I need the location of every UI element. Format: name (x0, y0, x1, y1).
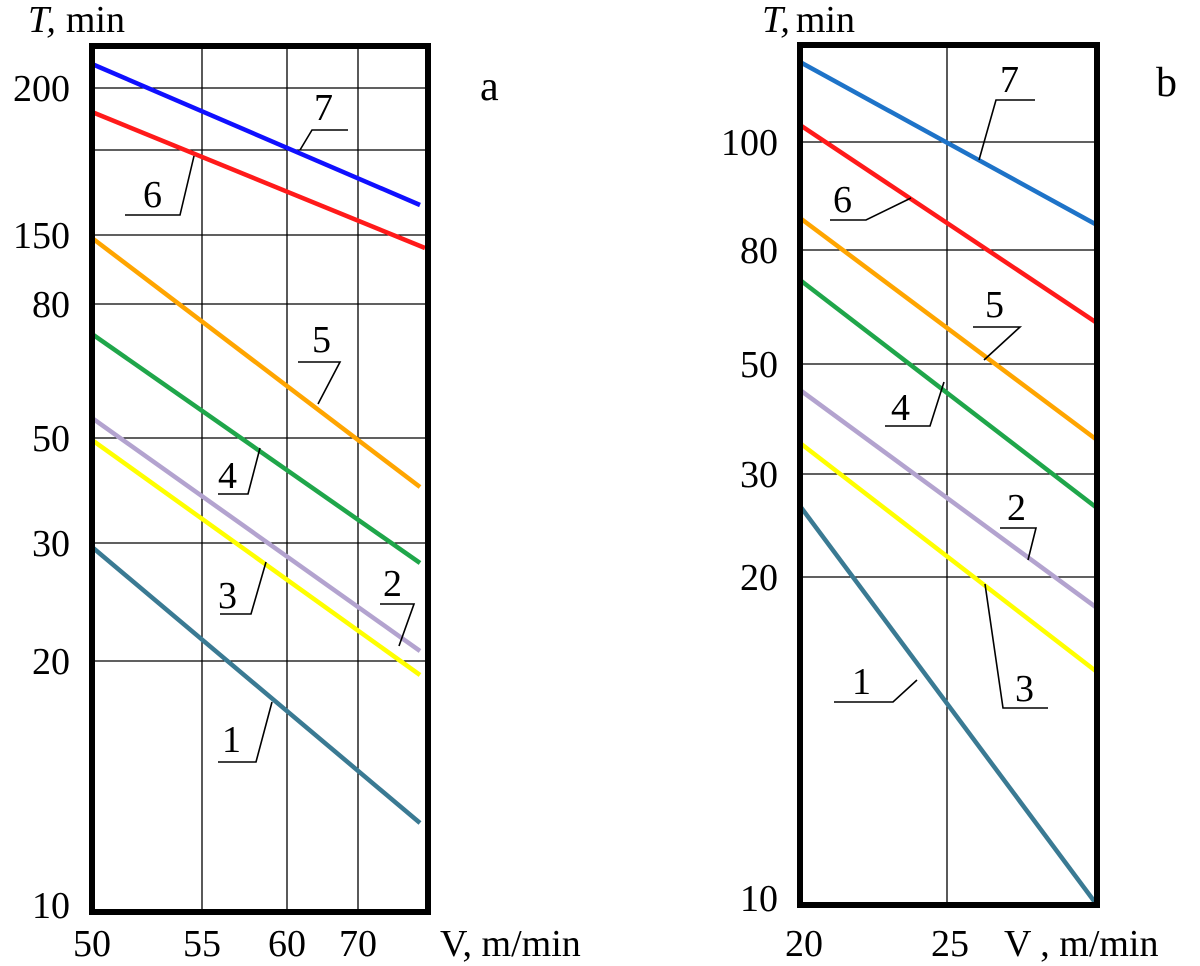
panel-a-frame (89, 43, 431, 915)
y-axis-symbol-a: T, (28, 0, 56, 41)
panel-b: 1 2 3 4 5 6 7 100 80 50 30 20 10 20 25 V… (721, 0, 1177, 965)
y-tick-label: 20 (32, 641, 70, 683)
leader-a-7 (299, 129, 348, 151)
series-line-a-1 (90, 545, 422, 825)
panel-a-series (90, 61, 426, 825)
leader-a-1 (218, 701, 273, 763)
leader-b-1 (834, 679, 918, 703)
leader-a-2 (380, 603, 416, 647)
series-label-b-2: 2 (1007, 487, 1026, 529)
leader-b-3 (984, 583, 1048, 709)
leader-a-6 (125, 155, 195, 216)
y-axis-unit-b: min (796, 0, 855, 41)
series-line-b-4 (798, 278, 1099, 510)
series-line-a-3 (90, 438, 422, 677)
leader-b-6 (830, 197, 912, 221)
y-tick-label: 10 (32, 885, 70, 927)
leader-b-2 (1000, 527, 1038, 561)
y-axis-symbol-b: T, (762, 0, 790, 41)
series-line-b-2 (798, 388, 1099, 610)
panel-b-frame (797, 42, 1100, 908)
x-tick-label: 50 (73, 923, 111, 965)
x-tick-label: 70 (339, 923, 377, 965)
series-label-a-3: 3 (218, 575, 237, 617)
leader-b-7 (978, 99, 1035, 161)
y-axis-title-b: T, min (762, 0, 855, 41)
series-label-b-3: 3 (1015, 668, 1034, 710)
panel-b-y-ticks: 100 80 50 30 20 10 (721, 122, 778, 920)
panel-label-b: b (1156, 60, 1177, 106)
series-label-b-5: 5 (985, 284, 1004, 326)
leader-a-4 (218, 447, 261, 495)
x-axis-title-b: V , m/min (1004, 923, 1159, 965)
series-label-b-6: 6 (833, 179, 852, 221)
series-line-b-3 (798, 441, 1099, 674)
series-label-b-1: 1 (852, 661, 871, 703)
leader-a-5 (298, 361, 342, 405)
leader-b-5 (973, 326, 1023, 361)
panel-b-series (798, 60, 1099, 907)
x-tick-label: 60 (268, 923, 306, 965)
series-label-a-1: 1 (222, 719, 241, 761)
y-tick-label: 30 (32, 523, 70, 565)
panel-b-leaders (830, 99, 1048, 709)
series-line-b-7 (798, 60, 1099, 227)
series-line-b-5 (798, 216, 1099, 442)
panel-label-a: a (480, 64, 499, 110)
series-line-b-6 (798, 123, 1099, 325)
series-line-b-1 (798, 504, 1099, 907)
x-tick-label: 25 (931, 923, 969, 965)
y-tick-label: 150 (13, 215, 70, 257)
y-tick-label: 200 (13, 68, 70, 110)
y-tick-label: 20 (740, 557, 778, 599)
y-tick-label: 80 (740, 230, 778, 272)
series-label-a-7: 7 (314, 87, 333, 129)
leader-b-4 (885, 381, 945, 427)
panel-a-series-labels: 1 2 3 4 5 6 7 (143, 87, 402, 761)
panel-a-leaders (125, 129, 416, 763)
x-tick-label: 20 (785, 923, 823, 965)
x-axis-title-a: V, m/min (440, 923, 581, 965)
y-tick-label: 80 (32, 284, 70, 326)
panel-b-grid (800, 45, 1097, 905)
panel-a: 1 2 3 4 5 6 7 200 150 80 50 30 20 10 50 … (13, 0, 581, 965)
series-label-a-6: 6 (143, 174, 162, 216)
leader-a-3 (220, 561, 267, 615)
panel-b-x-ticks: 20 25 (785, 923, 969, 965)
y-axis-unit-a: min (66, 0, 125, 41)
series-line-a-5 (90, 236, 422, 489)
series-line-a-4 (90, 332, 422, 565)
y-tick-label: 30 (740, 454, 778, 496)
series-label-b-4: 4 (891, 387, 910, 429)
series-line-a-7 (91, 61, 421, 208)
panel-b-series-labels: 1 2 3 4 5 6 7 (833, 59, 1034, 710)
y-tick-label: 50 (32, 418, 70, 460)
series-line-a-2 (90, 416, 422, 653)
y-axis-title-a: T, min (28, 0, 125, 41)
series-label-b-7: 7 (1000, 59, 1019, 101)
series-label-a-5: 5 (312, 319, 331, 361)
panel-a-x-ticks: 50 55 60 70 (73, 923, 377, 965)
x-tick-label: 55 (183, 923, 221, 965)
panel-a-y-ticks: 200 150 80 50 30 20 10 (13, 68, 70, 927)
y-tick-label: 10 (740, 878, 778, 920)
series-label-a-4: 4 (218, 455, 237, 497)
series-label-a-2: 2 (383, 563, 402, 605)
y-tick-label: 100 (721, 122, 778, 164)
series-line-a-6 (91, 109, 426, 251)
y-tick-label: 50 (740, 344, 778, 386)
